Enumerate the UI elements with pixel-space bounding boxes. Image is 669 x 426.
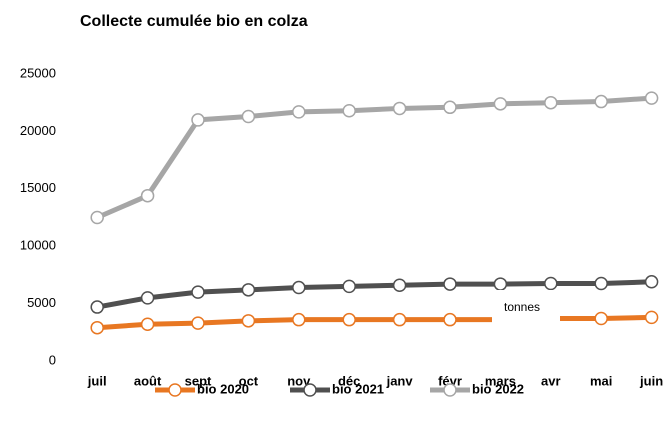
legend-marker bbox=[443, 383, 457, 397]
data-point bbox=[292, 280, 306, 295]
data-point bbox=[392, 101, 407, 116]
data-point bbox=[594, 94, 608, 109]
annotation-box bbox=[492, 290, 560, 345]
x-tick-label: oct bbox=[239, 373, 259, 388]
data-point bbox=[544, 95, 558, 110]
y-tick-label: 10000 bbox=[20, 238, 56, 253]
data-point bbox=[342, 312, 356, 327]
data-point bbox=[443, 312, 457, 327]
data-point bbox=[191, 316, 205, 330]
data-point bbox=[90, 300, 104, 314]
x-tick-label: avr bbox=[541, 373, 561, 388]
legend-label: bio 2021 bbox=[332, 381, 384, 396]
data-point bbox=[241, 283, 256, 297]
x-tick-label: juin bbox=[639, 373, 663, 388]
legend-label: bio 2020 bbox=[197, 381, 249, 396]
data-point bbox=[594, 311, 608, 326]
x-tick-label: déc bbox=[338, 373, 360, 388]
data-point bbox=[392, 312, 407, 327]
data-point bbox=[140, 291, 155, 305]
y-tick-label: 15000 bbox=[20, 180, 56, 195]
legend-marker bbox=[303, 383, 317, 397]
data-point bbox=[392, 278, 407, 292]
data-point bbox=[644, 91, 659, 105]
y-tick-label: 25000 bbox=[20, 65, 56, 80]
data-point bbox=[342, 103, 356, 118]
y-tick-label: 5000 bbox=[27, 295, 56, 310]
data-point bbox=[443, 100, 457, 115]
x-tick-label: mars bbox=[485, 373, 516, 388]
series-line bbox=[97, 314, 652, 331]
x-tick-label: mai bbox=[590, 373, 612, 388]
x-tick-label: nov bbox=[287, 373, 311, 388]
data-point bbox=[191, 285, 205, 299]
data-point bbox=[342, 279, 356, 294]
series-line bbox=[96, 279, 652, 310]
data-point bbox=[644, 310, 659, 325]
chart-title: Collecte cumulée bio en colza bbox=[80, 13, 308, 30]
data-point bbox=[140, 188, 155, 203]
data-point bbox=[493, 277, 508, 291]
data-point bbox=[292, 105, 306, 119]
data-point bbox=[594, 276, 608, 291]
data-point bbox=[90, 320, 104, 335]
annotation: tonnes bbox=[504, 300, 540, 314]
data-point bbox=[90, 210, 104, 225]
series-line bbox=[96, 95, 652, 220]
data-point bbox=[140, 317, 155, 332]
data-point bbox=[241, 314, 256, 328]
x-tick-label: août bbox=[134, 373, 162, 388]
data-point bbox=[644, 275, 659, 289]
data-point bbox=[544, 276, 558, 291]
y-tick-label: 0 bbox=[49, 352, 56, 367]
data-point bbox=[191, 113, 205, 127]
data-point bbox=[241, 109, 256, 124]
x-tick-label: juil bbox=[87, 373, 107, 388]
legend-label: bio 2022 bbox=[472, 381, 524, 396]
x-tick-label: sept bbox=[185, 373, 212, 388]
y-tick-label: 20000 bbox=[20, 123, 56, 138]
data-point bbox=[443, 277, 457, 291]
x-tick-label: févr bbox=[438, 373, 462, 388]
x-tick-label: janv bbox=[386, 373, 414, 388]
data-point bbox=[292, 312, 306, 327]
legend-marker bbox=[168, 383, 182, 397]
data-point bbox=[493, 97, 508, 111]
